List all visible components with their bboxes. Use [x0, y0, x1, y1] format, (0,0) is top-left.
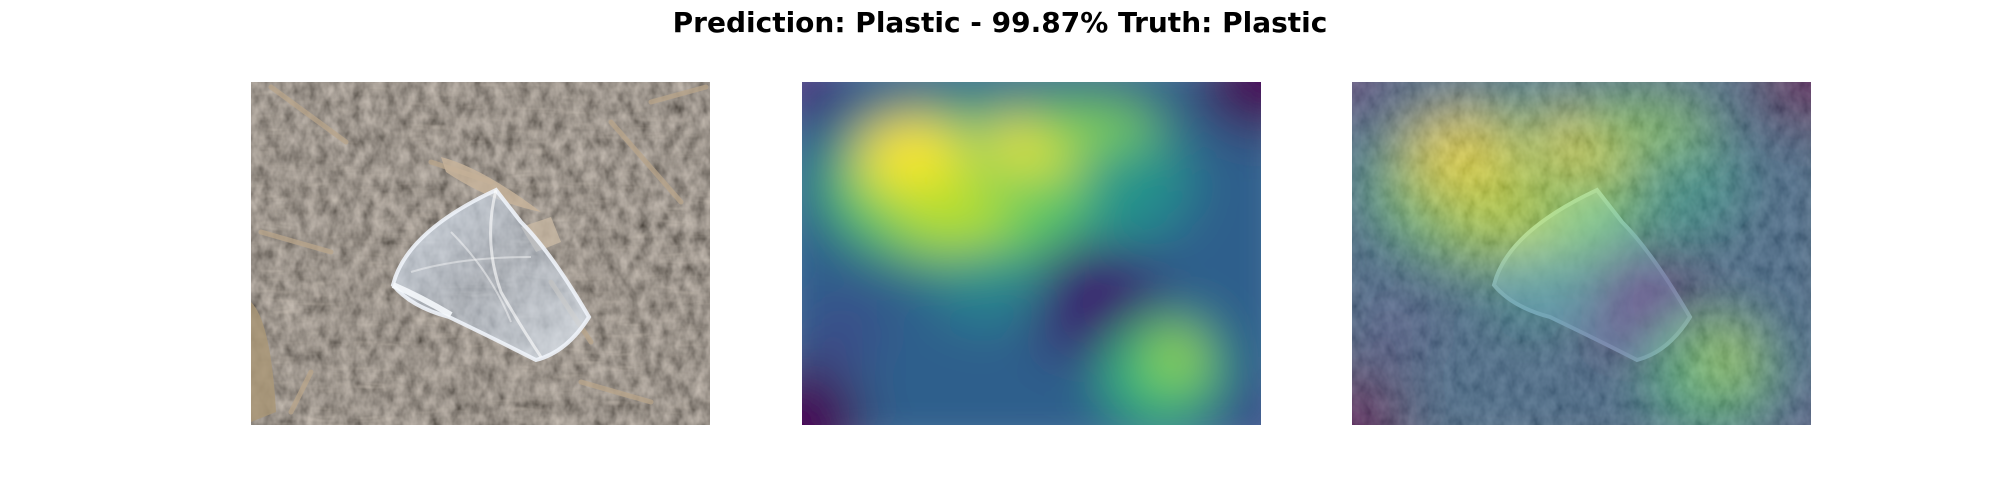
- heatmap-overlay-canvas: [1352, 82, 1811, 425]
- heatmap-overlay: [1352, 82, 1811, 425]
- figure-title: Prediction: Plastic - 99.87% Truth: Plas…: [672, 6, 1328, 39]
- attention-heatmap: [802, 82, 1261, 425]
- original-image: [251, 82, 710, 425]
- original-image-canvas: [251, 82, 710, 425]
- plastic-cup: [390, 187, 592, 363]
- attention-heatmap-canvas: [802, 82, 1261, 425]
